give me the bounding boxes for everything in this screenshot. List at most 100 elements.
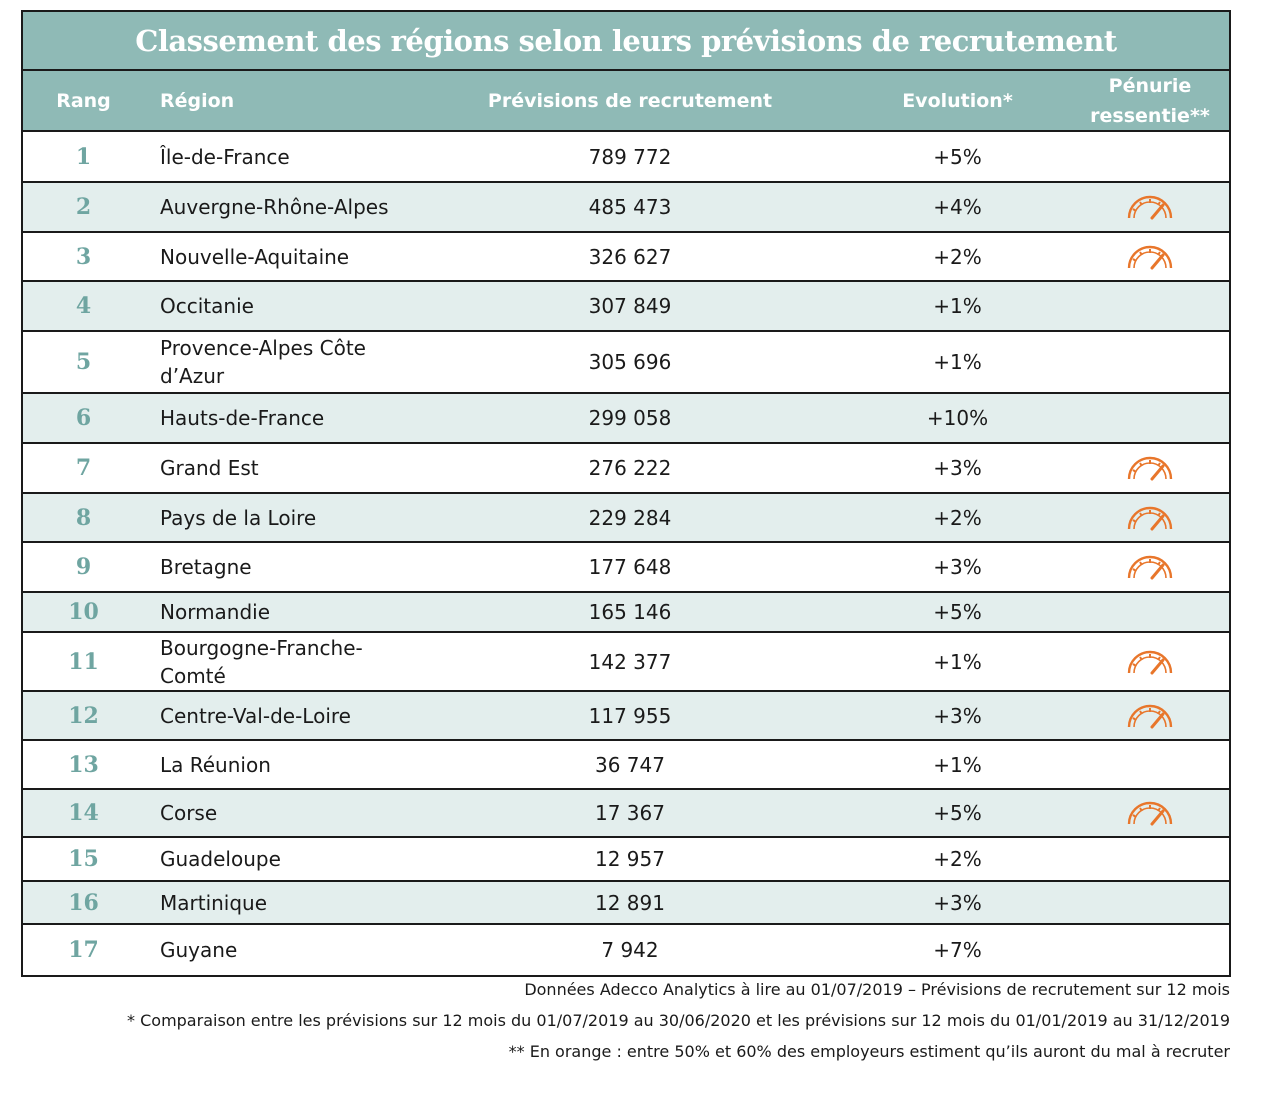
- evolution-cell: +3%: [933, 456, 982, 480]
- gauge-icon: [1127, 555, 1173, 580]
- evolution-cell: +10%: [926, 406, 989, 430]
- table-row: 2 Auvergne-Rhône-Alpes 485 473 +4%: [23, 183, 1229, 233]
- header-penurie-line1: Pénurie: [1108, 74, 1192, 97]
- previsions-cell: 7 942: [601, 938, 659, 962]
- gauge-icon: [1127, 704, 1173, 728]
- penurie-cell: [1075, 454, 1225, 482]
- rank-cell: 12: [68, 702, 99, 729]
- header-penurie-line2: ressentie**: [1090, 104, 1210, 127]
- previsions-cell: 12 891: [595, 890, 665, 915]
- table-row: 9 Bretagne 177 648 +3%: [23, 543, 1229, 593]
- evolution-cell: +2%: [933, 505, 982, 530]
- rank-cell: 2: [75, 194, 92, 220]
- rank-cell: 15: [68, 846, 99, 872]
- region-cell: Occitanie: [160, 294, 254, 318]
- table-title: Classement des régions selon leurs prévi…: [23, 12, 1229, 71]
- region-cell: Normandie: [160, 600, 271, 624]
- region-cell: Guyane: [160, 938, 238, 962]
- region-cell: Île-de-France: [160, 144, 290, 169]
- gauge-icon: [1127, 245, 1173, 269]
- table-header-row: Rang Région Prévisions de recrutement Ev…: [23, 71, 1229, 132]
- rank-cell: 16: [68, 889, 99, 916]
- header-previsions: Prévisions de recrutement: [487, 89, 773, 112]
- rank-cell: 10: [68, 599, 99, 625]
- gauge-icon: [1127, 506, 1173, 530]
- penurie-cell: [1075, 648, 1225, 676]
- region-cell: La Réunion: [160, 752, 271, 777]
- penurie-cell: [1075, 553, 1225, 581]
- region-cell: Martinique: [160, 890, 268, 915]
- rank-cell: 4: [75, 293, 92, 319]
- evolution-cell: +1%: [933, 752, 982, 777]
- table-row: 6 Hauts-de-France 299 058 +10%: [23, 394, 1229, 444]
- evolution-cell: +5%: [933, 144, 982, 169]
- gauge-icon: [1127, 650, 1173, 674]
- table-row: 4 Occitanie 307 849 +1%: [23, 282, 1229, 332]
- previsions-cell: 229 284: [588, 505, 672, 530]
- header-evolution: Evolution*: [902, 89, 1013, 112]
- table-row: 12 Centre-Val-de-Loire 117 955 +3%: [23, 692, 1229, 741]
- region-cell: Provence-Alpes Côte d’Azur: [160, 336, 366, 388]
- evolution-cell: +1%: [933, 649, 982, 674]
- penurie-cell: [1075, 799, 1225, 827]
- penurie-cell: [1075, 504, 1225, 532]
- penurie-cell: [1075, 243, 1225, 271]
- ranking-table: Classement des régions selon leurs prévi…: [21, 10, 1231, 977]
- gauge-icon: [1127, 456, 1173, 481]
- evolution-cell: +5%: [933, 600, 982, 624]
- previsions-cell: 17 367: [595, 801, 665, 825]
- previsions-cell: 165 146: [588, 600, 672, 624]
- rank-cell: 8: [75, 504, 92, 531]
- table-row: 3 Nouvelle-Aquitaine 326 627 +2%: [23, 233, 1229, 282]
- rank-cell: 5: [75, 349, 92, 375]
- region-cell: Pays de la Loire: [160, 505, 317, 530]
- previsions-cell: 305 696: [588, 350, 672, 374]
- gauge-icon: [1127, 195, 1173, 220]
- rank-cell: 9: [75, 554, 92, 580]
- evolution-cell: +1%: [933, 350, 982, 374]
- rank-cell: 17: [68, 937, 99, 963]
- table-row: 13 La Réunion 36 747 +1%: [23, 741, 1229, 790]
- rank-cell: 14: [68, 800, 99, 826]
- table-row: 15 Guadeloupe 12 957 +2%: [23, 838, 1229, 882]
- table-row: 17 Guyane 7 942 +7%: [23, 925, 1229, 975]
- table-row: 8 Pays de la Loire 229 284 +2%: [23, 494, 1229, 543]
- previsions-cell: 36 747: [595, 752, 665, 777]
- previsions-cell: 485 473: [588, 195, 672, 219]
- region-cell: Hauts-de-France: [160, 406, 325, 430]
- region-cell: Corse: [160, 801, 218, 825]
- previsions-cell: 12 957: [595, 847, 665, 871]
- previsions-cell: 307 849: [588, 294, 672, 318]
- evolution-cell: +1%: [933, 294, 982, 318]
- evolution-cell: +3%: [933, 703, 982, 728]
- table-row: 10 Normandie 165 146 +5%: [23, 593, 1229, 633]
- evolution-cell: +4%: [933, 195, 982, 219]
- table-body: 1 Île-de-France 789 772 +5% 2 Auvergne-Rhône-…: [23, 132, 1229, 975]
- rank-cell: 11: [68, 648, 99, 675]
- table-row: 16 Martinique 12 891 +3%: [23, 882, 1229, 925]
- evolution-cell: +2%: [933, 244, 982, 269]
- evolution-cell: +3%: [933, 890, 982, 915]
- previsions-cell: 789 772: [588, 144, 672, 169]
- region-cell: Auvergne-Rhône-Alpes: [160, 195, 389, 219]
- region-cell: Centre-Val-de-Loire: [160, 703, 351, 728]
- rank-cell: 6: [75, 405, 92, 431]
- rank-cell: 3: [75, 243, 92, 270]
- table-row: 1 Île-de-France 789 772 +5%: [23, 132, 1229, 183]
- footnote-source: Données Adecco Analytics à lire au 01/07…: [524, 980, 1230, 999]
- evolution-cell: +2%: [933, 847, 982, 871]
- gauge-icon: [1127, 801, 1173, 826]
- region-cell: Guadeloupe: [160, 847, 281, 871]
- evolution-cell: +5%: [933, 801, 982, 825]
- penurie-cell: [1075, 193, 1225, 221]
- header-region: Région: [160, 89, 235, 112]
- table-row: 5 Provence-Alpes Côte d’Azur 305 696 +1%: [23, 332, 1229, 394]
- previsions-cell: 177 648: [588, 555, 672, 579]
- rank-cell: 1: [75, 143, 92, 170]
- region-cell: Nouvelle-Aquitaine: [160, 244, 350, 269]
- header-rang: Rang: [56, 89, 111, 112]
- previsions-cell: 326 627: [588, 244, 672, 269]
- footnote-penurie: ** En orange : entre 50% et 60% des empl…: [508, 1042, 1230, 1061]
- header-penurie: Pénurie ressentie**: [1075, 71, 1225, 131]
- table-row: 11 Bourgogne-Franche-Comté 142 377 +1%: [23, 633, 1229, 692]
